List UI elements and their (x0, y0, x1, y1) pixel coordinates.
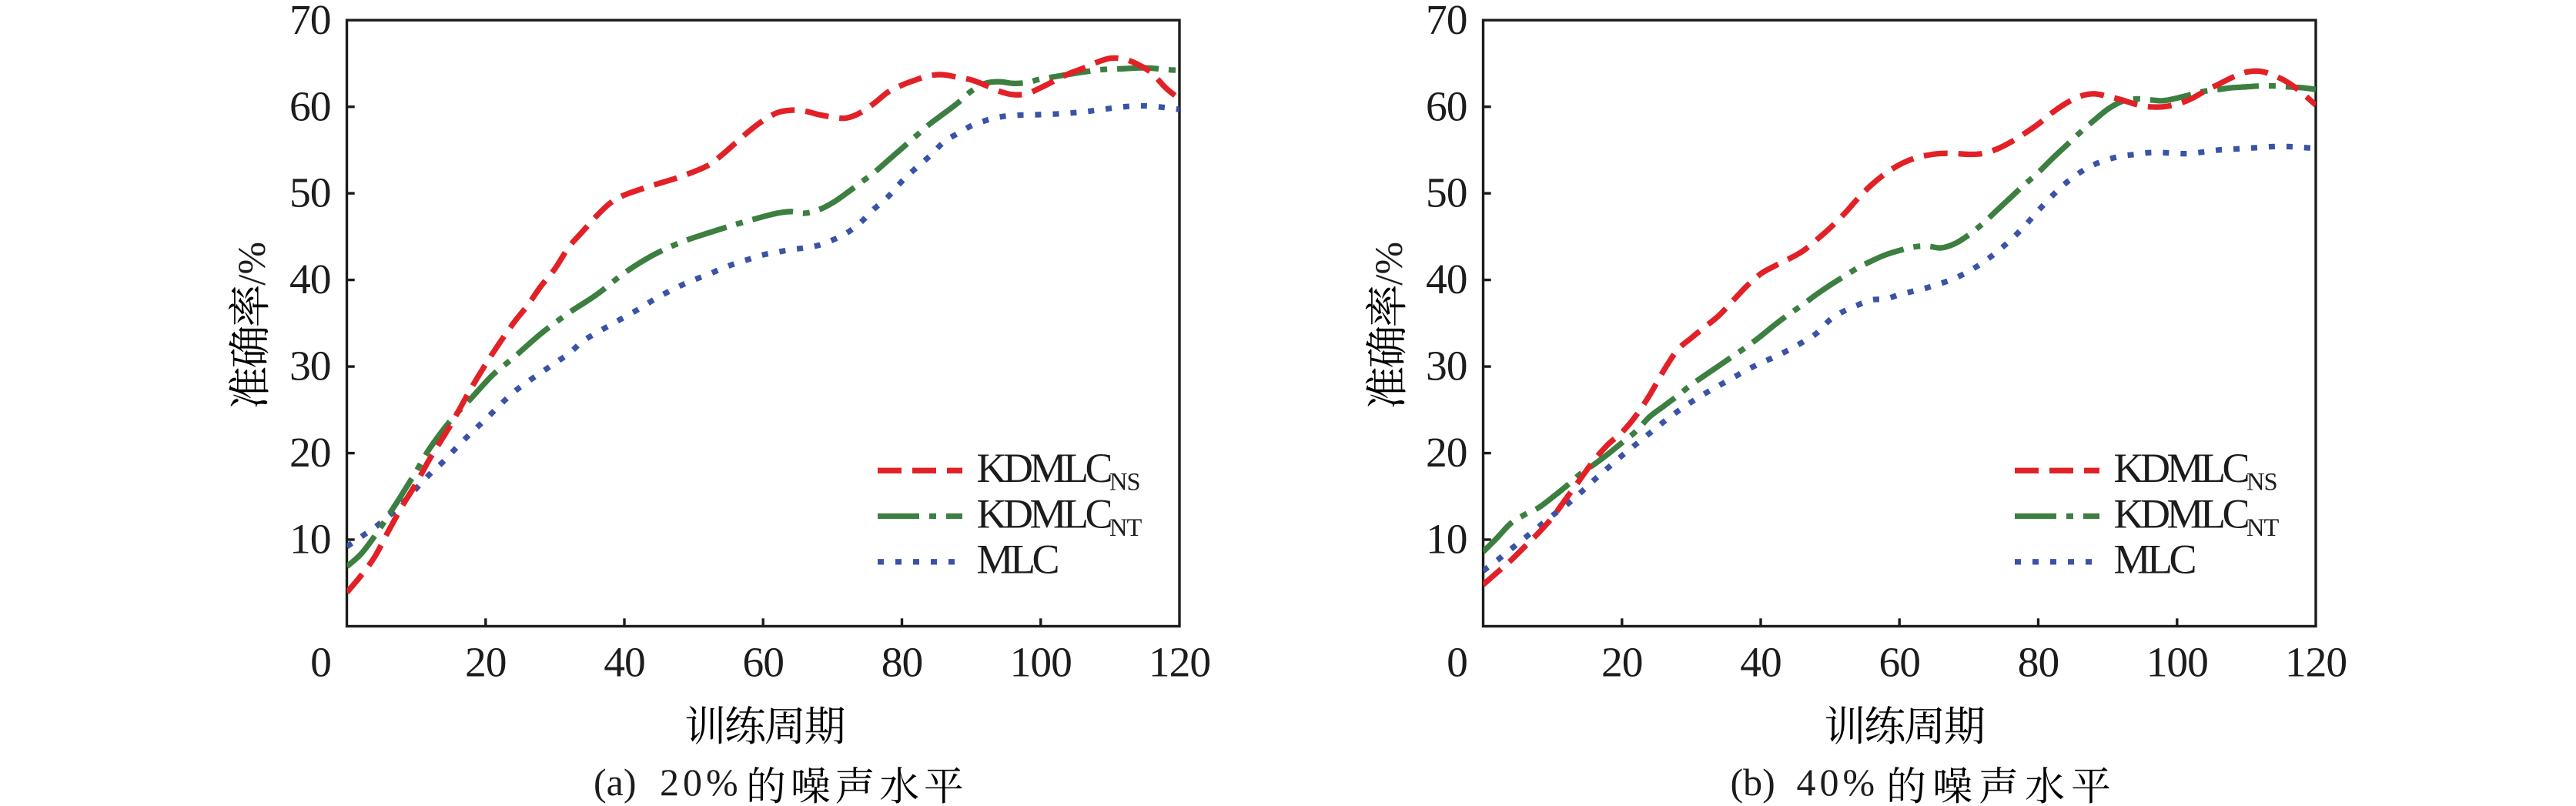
svg-text:20: 20 (1426, 430, 1467, 477)
svg-text:50: 50 (289, 170, 331, 217)
svg-text:/%: /% (1368, 242, 1411, 286)
svg-text:10: 10 (1426, 517, 1467, 564)
svg-text:60: 60 (1878, 640, 1920, 687)
svg-text:60: 60 (1426, 83, 1467, 130)
svg-text:20%: 20% (660, 761, 742, 804)
svg-text:30: 30 (289, 343, 331, 390)
svg-text:70: 70 (1426, 0, 1467, 44)
svg-text:30: 30 (1426, 343, 1467, 390)
svg-text:40%: 40% (1797, 761, 1879, 804)
svg-text:40: 40 (289, 256, 331, 303)
svg-text:80: 80 (882, 640, 923, 687)
svg-text:40: 40 (604, 640, 645, 687)
svg-text:/%: /% (231, 242, 274, 286)
svg-text:50: 50 (1426, 170, 1467, 217)
svg-text:100: 100 (1010, 640, 1072, 687)
svg-text:MLC: MLC (977, 537, 1059, 583)
svg-text:120: 120 (1149, 640, 1210, 687)
svg-text:20: 20 (1601, 640, 1643, 687)
svg-text:0: 0 (1447, 640, 1468, 687)
svg-text:20: 20 (289, 430, 331, 477)
svg-text:60: 60 (742, 640, 784, 687)
svg-text:120: 120 (2285, 640, 2347, 687)
svg-text:0: 0 (310, 640, 332, 687)
svg-text:70: 70 (289, 0, 331, 44)
svg-text:20: 20 (465, 640, 507, 687)
svg-text:KDMLCNS: KDMLCNS (977, 445, 1140, 497)
svg-text:MLC: MLC (2114, 537, 2196, 583)
svg-text:(a): (a) (594, 761, 637, 804)
svg-text:40: 40 (1740, 640, 1781, 687)
svg-text:60: 60 (289, 83, 331, 130)
svg-text:80: 80 (2018, 640, 2059, 687)
svg-text:40: 40 (1426, 256, 1467, 303)
svg-text:100: 100 (2146, 640, 2208, 687)
svg-text:(b): (b) (1731, 761, 1775, 804)
svg-text:10: 10 (289, 517, 331, 564)
